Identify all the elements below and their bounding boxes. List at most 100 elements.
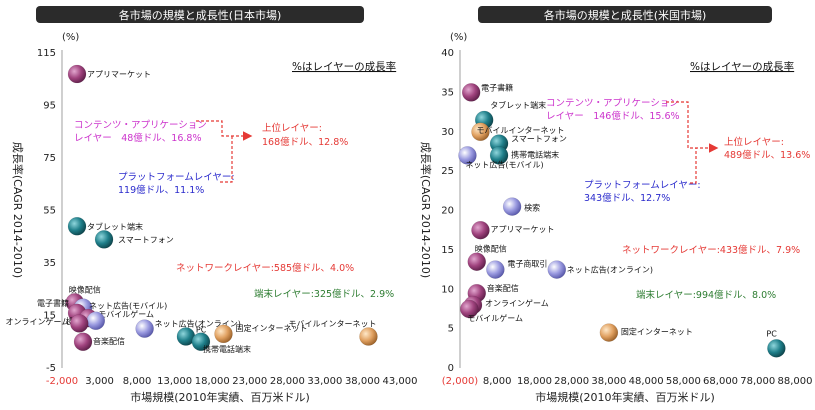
leader-platform-to-upper — [690, 148, 697, 184]
y-tick-label: 35 — [43, 258, 56, 269]
x-axis-label: 市場規模(2010年実績、百万米ドル) — [535, 390, 715, 404]
layer-label-content-line2: レイヤー 146億ドル、15.6% — [546, 110, 680, 122]
bubble — [359, 327, 378, 346]
point-label: オンラインゲーム — [485, 298, 549, 308]
bubble — [460, 299, 479, 319]
point-label: アプリマーケット — [87, 70, 151, 79]
bubble — [767, 339, 786, 358]
leader-content-to-upper — [666, 101, 719, 153]
y-tick-label: 30 — [441, 127, 454, 138]
y-tick-label: 25 — [441, 166, 454, 177]
point-label: ネット広告(モバイル) — [465, 159, 543, 169]
x-tick-label: 33,000 — [307, 376, 342, 387]
x-tick-label: 43,000 — [383, 376, 418, 387]
chart-japan: 各市場の規模と成長性(日本市場) (%) 成長率(CAGR 2014-2010)… — [6, 6, 418, 404]
point-label: モバイルインターネット — [288, 320, 376, 329]
layer-label-network: ネットワークレイヤー:433億ドル、7.9% — [622, 244, 800, 256]
x-tick-label: 58,000 — [666, 376, 701, 387]
bubble — [67, 217, 87, 236]
bubble — [471, 122, 490, 141]
bubble — [67, 64, 87, 84]
bubble — [214, 324, 233, 344]
point-label: 検索 — [524, 203, 540, 213]
bubble — [70, 314, 89, 333]
bubble — [489, 146, 509, 165]
bubble — [73, 332, 93, 351]
y-tick-label: 20 — [441, 206, 454, 217]
bubble — [467, 252, 486, 271]
point-label: スマートフォン — [118, 235, 174, 244]
layer-label-platform-line2: 343億ドル、12.7% — [584, 192, 670, 204]
y-ticks: -5 15 35 55 75 95 115 — [37, 48, 56, 374]
layer-label-network: ネットワークレイヤー:585億ドル、4.0% — [176, 262, 354, 274]
y-tick-label: 35 — [441, 87, 454, 98]
point-label: PC — [196, 326, 207, 335]
x-tick-label: 8,000 — [483, 376, 512, 387]
y-unit: (%) — [62, 32, 79, 43]
title-bar — [36, 6, 364, 23]
bubble — [135, 319, 154, 338]
x-axis-label: 市場規模(2010年実績、百万米ドル) — [130, 390, 310, 404]
title-bar — [478, 6, 772, 23]
y-tick-label: 95 — [43, 101, 56, 112]
layer-label-upper-line2: 489億ドル、13.6% — [724, 149, 810, 161]
layer-label-content-line1: コンテンツ・アプリケーション — [74, 120, 207, 131]
layer-label-upper-line1: 上位レイヤー: — [724, 136, 784, 148]
x-tick-label: 88,000 — [778, 376, 813, 387]
y-axis-label: 成長率(CAGR 2014-2010) — [419, 142, 433, 278]
bubble — [461, 83, 481, 102]
y-tick-label: 40 — [441, 48, 454, 59]
leader-platform-to-upper — [220, 136, 233, 183]
point-label: 映像配信 — [475, 244, 507, 254]
y-tick-label: -5 — [46, 363, 56, 374]
bubble — [86, 311, 106, 330]
point-label: ネット広告(オンライン) — [155, 319, 241, 329]
point-label: 電子書籍 — [481, 82, 513, 92]
point-label: ネット広告(モバイル) — [89, 301, 167, 311]
bubble — [458, 146, 477, 165]
layer-label-content-line1: コンテンツ・アプリケーション — [546, 98, 679, 109]
bubble — [547, 260, 567, 279]
point-label: アプリマーケット — [490, 225, 554, 234]
point-label: 音楽配信 — [93, 336, 125, 346]
layer-label-platform-line1: プラットフォームレイヤー: — [118, 172, 235, 183]
x-tick-label: 48,000 — [629, 376, 664, 387]
point-label: タブレット端末 — [490, 100, 546, 110]
y-tick-label: 15 — [441, 245, 454, 256]
point-label: 映像配信 — [69, 284, 101, 294]
y-tick-label: 75 — [43, 153, 56, 164]
x-tick-label: (2,000) — [442, 376, 479, 387]
bubble — [486, 260, 505, 279]
point-label: PC — [766, 329, 777, 338]
point-label: スマートフォン — [511, 135, 567, 144]
point-label: モバイルインターネット — [476, 126, 564, 135]
layer-label-platform-line2: 119億ドル、11.1% — [118, 184, 204, 196]
layer-label-platform-line1: プラットフォームレイヤー: — [584, 180, 701, 191]
data-points: 電子書籍タブレット端末モバイルインターネットスマートフォン携帯電話端末ネット広告… — [458, 82, 786, 358]
point-label: 携帯電話端末 — [203, 344, 251, 354]
y-tick-label: 15 — [43, 311, 56, 322]
x-ticks: -2,000 3,000 8,000 13,000 18,000 23,000 28,000… — [46, 376, 418, 387]
x-tick-label: 23,000 — [232, 376, 267, 387]
x-tick-label: 8,000 — [123, 376, 152, 387]
x-tick-label: 28,000 — [554, 376, 589, 387]
y-tick-label: 115 — [37, 48, 56, 59]
note-text: %はレイヤーの成長率 — [292, 60, 396, 73]
x-tick-label: 18,000 — [195, 376, 230, 387]
point-label: 電子商取引 — [507, 259, 547, 269]
chart-title: 各市場の規模と成長性(日本市場) — [119, 8, 282, 22]
bubble — [471, 220, 490, 240]
chart-title: 各市場の規模と成長性(米国市場) — [544, 8, 707, 22]
y-tick-label: 55 — [43, 206, 56, 217]
point-label: ネット広告(オンライン) — [567, 265, 653, 275]
y-tick-label: 5 — [448, 324, 454, 335]
bubble — [599, 323, 619, 342]
layer-label-content-line2: レイヤー 48億ドル、16.8% — [74, 132, 201, 144]
bubble — [94, 230, 114, 249]
y-unit: (%) — [450, 32, 467, 43]
x-tick-label: -2,000 — [46, 376, 78, 387]
note-text: %はレイヤーの成長率 — [690, 60, 794, 73]
x-tick-label: 13,000 — [157, 376, 192, 387]
x-tick-label: 38,000 — [345, 376, 380, 387]
x-tick-label: 3,000 — [85, 376, 114, 387]
